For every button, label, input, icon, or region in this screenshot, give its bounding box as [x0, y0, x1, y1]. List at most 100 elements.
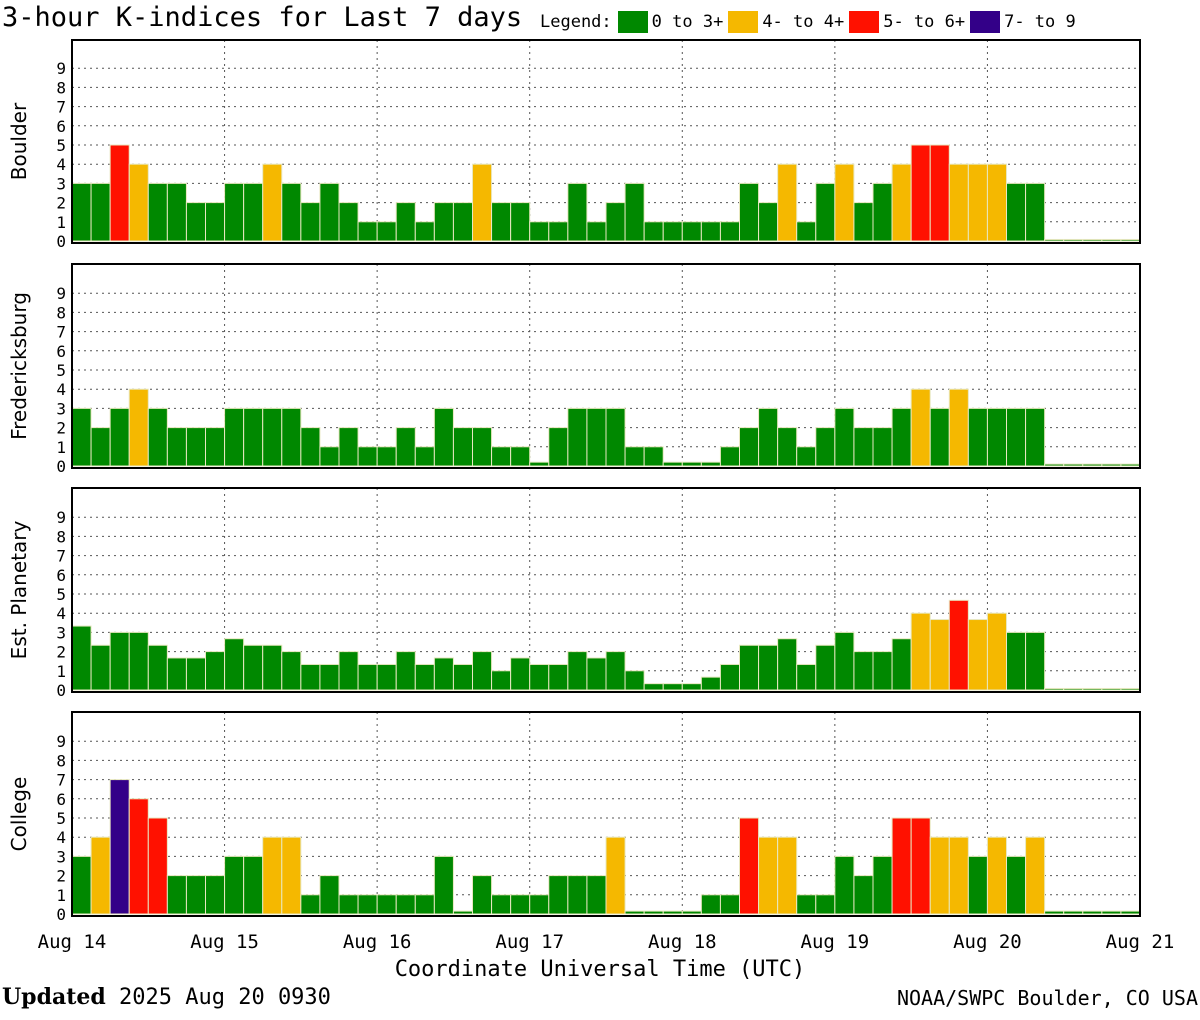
- kindex-bar: [243, 644, 264, 691]
- y-tick-label: 5: [56, 585, 66, 604]
- kindex-bar: [300, 427, 321, 467]
- kindex-bar: [929, 619, 950, 691]
- kindex-bar: [472, 651, 493, 691]
- kindex-bar: [414, 221, 435, 242]
- kindex-bar: [357, 221, 378, 242]
- kindex-bar: [224, 182, 245, 242]
- kindex-bar: [967, 163, 988, 242]
- kindex-bar: [681, 910, 702, 915]
- y-tick-label: 1: [56, 438, 66, 457]
- kindex-bar: [395, 894, 416, 915]
- kindex-bar: [700, 676, 721, 691]
- x-axis-title: Coordinate Universal Time (UTC): [395, 957, 806, 980]
- kindex-bar: [929, 144, 950, 242]
- kindex-bar: [700, 461, 721, 467]
- legend-swatch-storm: [849, 11, 880, 33]
- kindex-bar: [281, 651, 302, 691]
- y-tick-label: 3: [56, 174, 66, 193]
- y-tick-label: 6: [56, 117, 66, 136]
- kindex-bar: [624, 910, 645, 915]
- kindex-bar: [90, 644, 111, 691]
- kindex-bar: [891, 638, 912, 691]
- kindex-bar: [1082, 238, 1103, 242]
- kindex-bar: [834, 163, 855, 242]
- kindex-bar: [548, 663, 569, 691]
- kindex-bar: [1120, 687, 1141, 691]
- y-tick-label: 7: [56, 323, 66, 342]
- kindex-bar: [796, 221, 817, 242]
- kindex-bar: [586, 657, 607, 691]
- legend-text-severe: 7- to 9: [1004, 12, 1076, 32]
- kindex-bar: [986, 163, 1008, 242]
- kindex-bar: [662, 683, 683, 691]
- kindex-bar: [1120, 463, 1141, 467]
- kindex-bar: [452, 202, 473, 242]
- kindex-bar: [853, 427, 874, 467]
- kindex-bar: [472, 875, 493, 915]
- y-tick-label: 1: [56, 886, 66, 905]
- kindex-bar: [662, 221, 683, 242]
- kindex-bar: [357, 663, 378, 691]
- kindex-bar: [338, 651, 359, 691]
- kindex-bar: [872, 855, 893, 915]
- y-tick-label: 6: [56, 566, 66, 585]
- kindex-bar: [71, 407, 92, 467]
- kindex-bar: [185, 875, 207, 915]
- kindex-bar: [529, 663, 550, 691]
- kindex-bar: [815, 182, 836, 242]
- y-tick-label: 2: [56, 867, 66, 886]
- y-tick-label: 2: [56, 194, 66, 213]
- kindex-bar: [319, 446, 340, 467]
- y-tick-label: 9: [56, 732, 66, 751]
- kindex-bar: [243, 855, 264, 915]
- kindex-bar: [205, 651, 226, 691]
- kindex-bar: [1082, 687, 1103, 691]
- y-tick-label: 4: [56, 380, 66, 399]
- x-tick-label: Aug 16: [343, 931, 412, 953]
- kindex-bar: [472, 427, 493, 467]
- kindex-bar: [1101, 238, 1122, 242]
- kindex-bar: [128, 388, 149, 467]
- kindex-bar: [834, 855, 855, 915]
- kindex-bar: [414, 446, 435, 467]
- panel-station-label: College: [7, 777, 31, 852]
- kindex-bar: [986, 836, 1008, 915]
- updated-label: Updated: [2, 984, 106, 1010]
- kindex-bar: [662, 461, 683, 467]
- kindex-bar: [700, 894, 721, 915]
- kindex-bar: [166, 427, 187, 467]
- kindex-bar: [1025, 182, 1046, 242]
- kindex-bar: [891, 817, 912, 915]
- kindex-bar: [567, 875, 588, 915]
- kindex-bar: [1044, 910, 1065, 915]
- kindex-bar: [147, 182, 168, 242]
- kindex-bar: [433, 657, 454, 691]
- kindex-bar: [109, 144, 130, 242]
- kindex-bar: [147, 817, 168, 915]
- panel-frame: [71, 39, 1141, 244]
- x-tick-label: Aug 17: [495, 931, 564, 953]
- kindex-bar: [376, 221, 397, 242]
- kindex-bar: [262, 644, 283, 691]
- y-tick-label: 3: [56, 399, 66, 418]
- y-tick-label: 4: [56, 604, 66, 623]
- kindex-bar: [1101, 687, 1122, 691]
- kindex-bar: [319, 875, 340, 915]
- y-tick-label: 6: [56, 342, 66, 361]
- kindex-bar: [452, 910, 473, 915]
- kindex-bar: [491, 446, 512, 467]
- kindex-bar: [128, 631, 149, 691]
- kindex-bar: [376, 446, 397, 467]
- y-tick-label: 8: [56, 78, 66, 97]
- kindex-bar: [853, 202, 874, 242]
- kindex-bar: [1063, 238, 1084, 242]
- legend-swatch-quiet: [617, 11, 648, 33]
- kindex-bar: [1120, 910, 1141, 915]
- kindex-bar: [986, 407, 1008, 467]
- chart-title: 3-hour K-indices for Last 7 days: [2, 2, 523, 33]
- kindex-bar: [700, 221, 721, 242]
- kindex-bar: [166, 875, 187, 915]
- kindex-bar: [166, 657, 187, 691]
- y-tick-label: 7: [56, 98, 66, 117]
- kindex-bar: [262, 163, 283, 242]
